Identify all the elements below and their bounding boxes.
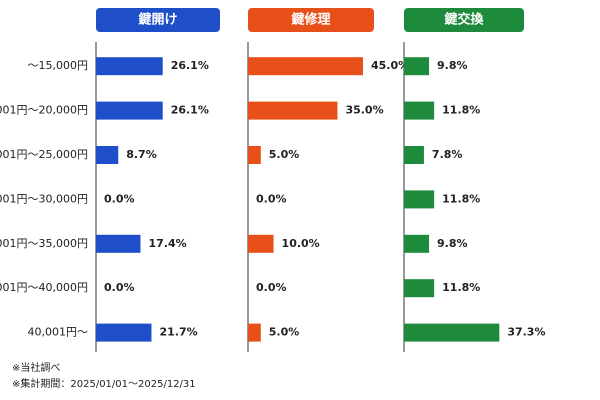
bar: [248, 323, 261, 342]
value-label: 0.0%: [256, 281, 287, 294]
bar: [96, 323, 152, 342]
category-label: 30,001円～35,000円: [0, 237, 88, 250]
bar: [96, 101, 163, 120]
panel-header: [404, 8, 524, 32]
category-label: 35,001円～40,000円: [0, 281, 88, 294]
bar: [248, 57, 363, 76]
bar: [404, 57, 430, 76]
value-label: 11.8%: [442, 281, 480, 294]
bar: [96, 234, 141, 253]
bar: [404, 234, 430, 253]
panel-header: [96, 8, 220, 32]
category-label: 40,001円～: [28, 326, 89, 339]
value-label: 9.8%: [437, 59, 468, 72]
panel-header: [248, 8, 374, 32]
value-label: 26.1%: [171, 104, 209, 117]
bar: [248, 101, 338, 120]
panel-title: 鍵交換: [444, 12, 484, 28]
value-label: 0.0%: [104, 192, 135, 205]
bar: [248, 234, 274, 253]
value-label: 11.8%: [442, 104, 480, 117]
bar: [404, 146, 424, 164]
bar: [248, 146, 261, 164]
value-label: 5.0%: [269, 148, 300, 161]
value-label: 35.0%: [345, 104, 383, 117]
value-label: 26.1%: [171, 59, 209, 72]
category-label: 20,001円～25,000円: [0, 148, 88, 161]
category-label: 25,001円～30,000円: [0, 192, 88, 205]
bar: [404, 323, 500, 342]
value-label: 9.8%: [437, 237, 468, 250]
bar: [96, 146, 119, 164]
bar: [96, 57, 163, 76]
value-label: 0.0%: [104, 281, 135, 294]
value-label: 5.0%: [269, 326, 300, 339]
value-label: 10.0%: [282, 237, 320, 250]
panel-title: 鍵修理: [291, 12, 330, 28]
value-label: 7.8%: [432, 148, 463, 161]
value-label: 21.7%: [159, 326, 197, 339]
value-label: 0.0%: [256, 192, 287, 205]
category-label: 15,001円～20,000円: [0, 104, 88, 117]
value-label: 17.4%: [148, 237, 186, 250]
panel-title: 鍵開け: [138, 12, 177, 28]
bar: [404, 101, 435, 120]
value-label: 45.0%: [371, 59, 409, 72]
value-label: 37.3%: [507, 326, 545, 339]
bar: [404, 279, 435, 298]
value-label: 8.7%: [126, 148, 157, 161]
note: ※当社調べ: [12, 361, 60, 374]
bar: [404, 190, 435, 209]
note: ※集計期間：2025/01/01～2025/12/31: [12, 377, 196, 390]
value-label: 11.8%: [442, 192, 480, 205]
category-label: ～15,000円: [28, 59, 89, 72]
